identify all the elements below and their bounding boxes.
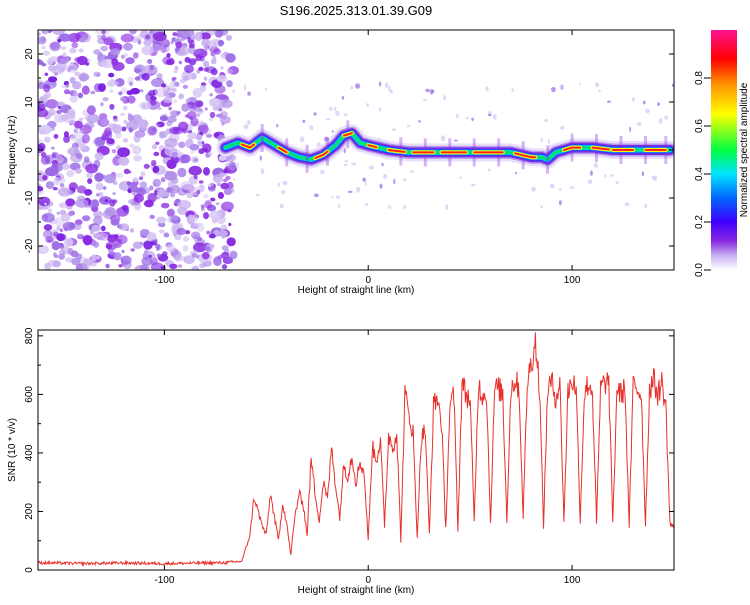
snr-ytick-label: 200 — [24, 503, 35, 520]
snr-frame — [37, 329, 675, 571]
ridge-peak-3 — [342, 132, 353, 137]
colorbar: 0.0 0.2 0.4 0.6 0.8 Normalized spectral ampl… — [694, 30, 750, 277]
ridge-peak-2 — [314, 150, 329, 159]
colorbar-tick-label: 0.8 — [694, 71, 705, 85]
colorbar-gradient — [711, 30, 737, 270]
ridge-peak-0 — [240, 143, 256, 149]
spec-ytick-label: -10 — [24, 190, 35, 205]
snr-ytick-label: 0 — [24, 567, 35, 573]
ridge-streak — [305, 144, 309, 173]
spectrogram-plot-area — [38, 30, 674, 270]
ridge-peak-10 — [562, 146, 582, 151]
snr-panel: -100 0 100 0 200 400 600 800 Height of straight… — [7, 327, 675, 596]
spec-ytick-label: 0 — [24, 147, 35, 153]
snr-xtick-label: -100 — [154, 575, 174, 586]
spectrogram-panel: S196.2025.313.01.39.G09 -100 0 10020100-10… — [7, 3, 675, 296]
colorbar-label: Normalized spectral amplitude — [739, 82, 750, 217]
spec-xtick-label: -100 — [154, 275, 174, 286]
spectrogram-y-label: Frequency (Hz) — [7, 116, 18, 185]
spectrogram-x-label: Height of straight line (km) — [298, 285, 415, 296]
speckle — [232, 81, 674, 211]
ridge-peak-1 — [277, 146, 288, 154]
spec-ytick-label: 10 — [24, 96, 35, 108]
snr-x-label: Height of straight line (km) — [298, 585, 415, 596]
snr-series-line — [38, 332, 674, 567]
ridge-streak — [260, 124, 264, 152]
snr-ytick-label: 400 — [24, 444, 35, 461]
spec-xtick-label: 0 — [365, 275, 371, 286]
snr-ytick-label: 800 — [24, 327, 35, 344]
spec-ytick-label: -20 — [24, 238, 35, 253]
ridge-peak-5 — [387, 149, 406, 153]
snr-ytick-label: 600 — [24, 386, 35, 403]
ridge-peak-11 — [591, 146, 610, 151]
ridge-streak — [546, 145, 550, 174]
colorbar-tick-label: 0.4 — [694, 167, 705, 181]
snr-xtick-label: 0 — [365, 575, 371, 586]
snr-ticks: -100 0 100 0 200 400 600 800 — [24, 327, 674, 586]
noise-region — [38, 30, 239, 270]
chart-title: S196.2025.313.01.39.G09 — [280, 3, 433, 18]
colorbar-tick-label: 0.6 — [694, 119, 705, 133]
colorbar-ticks: 0.0 0.2 0.4 0.6 0.8 — [694, 71, 711, 277]
snr-xtick-label: 100 — [564, 575, 581, 586]
ridge-peak-9 — [514, 152, 537, 159]
spec-ytick-label: 20 — [24, 48, 35, 60]
snr-y-label: SNR (10 * v/v) — [7, 418, 18, 482]
spec-xtick-label: 100 — [564, 275, 581, 286]
ridge-peak-4 — [367, 144, 378, 149]
colorbar-tick-label: 0.0 — [694, 263, 705, 277]
colorbar-tick-label: 0.2 — [694, 215, 705, 229]
